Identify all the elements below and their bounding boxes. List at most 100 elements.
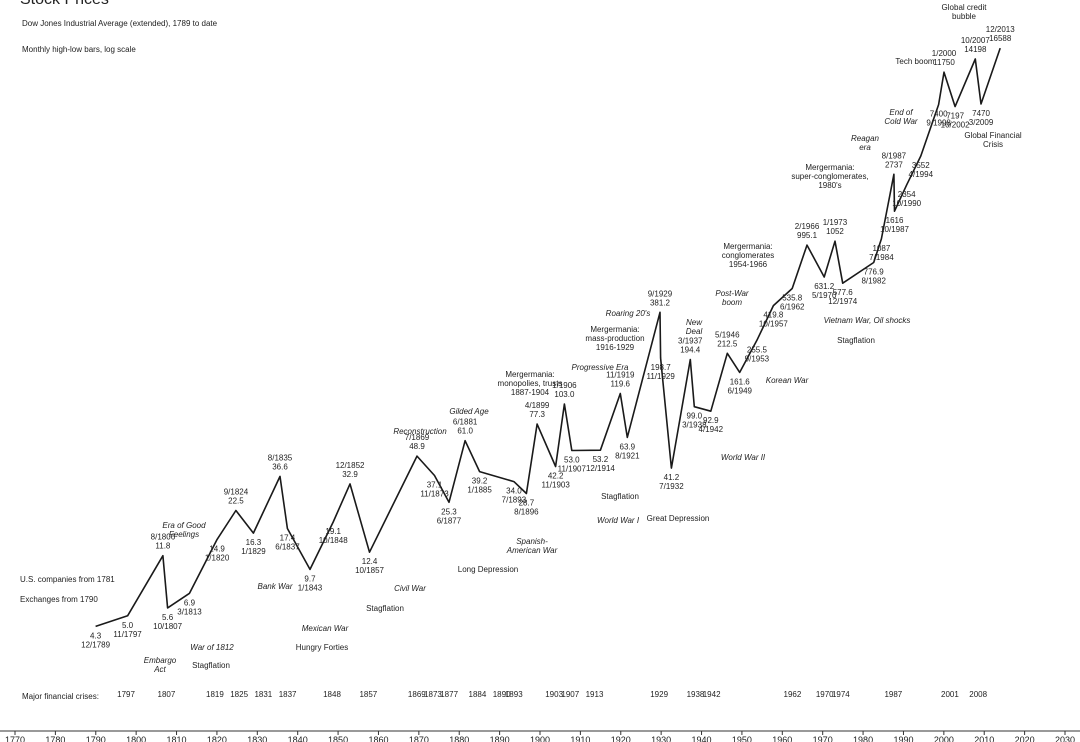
x-tick-label: 1960 [772, 735, 792, 742]
annotation: Spanish- American War [506, 537, 558, 555]
point-date: 9/1998 [926, 119, 951, 128]
crisis-year: 1942 [703, 690, 721, 699]
point-value: 16588 [989, 34, 1012, 43]
point-value: 77.3 [529, 410, 545, 419]
annotation: Mergermania: monopolies, trusts 1887-190… [497, 370, 563, 397]
crisis-year: 1848 [323, 690, 341, 699]
crisis-year: 1903 [545, 690, 563, 699]
point-value: 61.0 [457, 427, 473, 436]
annotation: Reagan era [850, 134, 880, 152]
annotation: Korean War [765, 376, 809, 385]
point-value: 92.9 [703, 416, 719, 425]
point-date: 1/1973 [823, 218, 848, 227]
x-tick-label: 1850 [328, 735, 348, 742]
point-date: 2/1966 [795, 222, 820, 231]
point-value: 7400 [930, 110, 948, 119]
crisis-year: 1987 [884, 690, 902, 699]
point-date: 12/2013 [986, 25, 1015, 34]
annotation: Stagflation [366, 604, 404, 613]
x-tick-label: 1980 [853, 735, 873, 742]
point-date: 6/1877 [437, 516, 462, 525]
point-date: 9/1929 [648, 289, 673, 298]
point-value: 11.8 [155, 542, 171, 551]
crisis-year: 1962 [784, 690, 802, 699]
point-date: 11/1873 [420, 489, 449, 498]
x-tick-label: 1920 [611, 735, 631, 742]
x-tick-label: 1840 [288, 735, 308, 742]
point-value: 2354 [898, 190, 916, 199]
point-date: 10/1990 [892, 199, 921, 208]
annotation: World War I [596, 516, 640, 525]
point-date: 4/1994 [909, 170, 934, 179]
annotation: Reconstruction [393, 427, 447, 436]
point-value: 41.2 [664, 473, 680, 482]
point-value: 1616 [886, 216, 904, 225]
point-value: 776.9 [864, 267, 885, 276]
annotation: Mergermania: conglomerates 1954-1966 [721, 242, 775, 269]
annotation: Civil War [394, 584, 426, 593]
point-date: 10/1848 [319, 536, 348, 545]
point-date: 6/1949 [728, 386, 753, 395]
annotation: New Deal [685, 318, 703, 336]
x-tick-label: 1800 [126, 735, 146, 742]
annotation: End of Cold War [884, 108, 918, 126]
annotation: Era of Good Feelings [162, 521, 206, 539]
annotation: Great Depression [646, 514, 710, 523]
point-date: 6/1962 [780, 302, 805, 311]
subtitle: Dow Jones Industrial Average (extended),… [22, 19, 218, 28]
x-tick-label: 1880 [449, 735, 469, 742]
crisis-year: 1907 [561, 690, 579, 699]
point-value: 2737 [885, 160, 903, 169]
point-date: 10/1807 [153, 622, 182, 631]
point-value: 419.8 [763, 311, 784, 320]
point-date: 4/1899 [525, 401, 550, 410]
x-tick-label: 1830 [247, 735, 267, 742]
point-value: 9.7 [304, 574, 316, 583]
point-value: 577.6 [833, 288, 854, 297]
annotation: Long Depression [457, 565, 519, 574]
annotation: Progressive Era [571, 363, 629, 372]
point-value: 212.5 [717, 339, 738, 348]
crisis-year: 1797 [117, 690, 135, 699]
x-tick-label: 1860 [368, 735, 388, 742]
annotation: Mergermania: super-conglomerates, 1980's [791, 163, 869, 190]
point-value: 16.3 [246, 538, 262, 547]
point-value: 103.0 [554, 390, 575, 399]
point-date: 5/1946 [715, 330, 740, 339]
note: Monthly high-low bars, log scale [22, 45, 136, 54]
annotation: Stagflation [601, 492, 639, 501]
point-date: 12/1789 [81, 640, 110, 649]
point-value: 161.6 [730, 377, 751, 386]
annotation: Gilded Age [449, 407, 489, 416]
point-date: 11/1903 [541, 480, 570, 489]
crisis-year: 1974 [832, 690, 850, 699]
crisis-year: 2001 [941, 690, 959, 699]
point-date: 12/1914 [586, 464, 615, 473]
point-value: 53.0 [564, 456, 580, 465]
crisis-year: 1869 [408, 690, 426, 699]
price-line [95, 47, 1001, 628]
crisis-year: 1819 [206, 690, 224, 699]
annotation: War of 1812 [190, 643, 234, 652]
side-note: U.S. companies from 1781 [20, 575, 115, 584]
point-value: 119.6 [611, 380, 631, 389]
annotation: Stagflation [192, 661, 230, 670]
point-date: 3/1813 [177, 607, 202, 616]
point-date: 8/1896 [514, 507, 539, 516]
point-date: 3/2009 [969, 118, 994, 127]
point-value: 11750 [933, 58, 955, 67]
point-value: 42.2 [548, 471, 564, 480]
point-date: 8/1982 [861, 276, 886, 285]
point-value: 36.6 [272, 462, 288, 471]
point-value: 63.9 [620, 442, 636, 451]
point-date: 11/1929 [646, 372, 675, 381]
point-date: 6/1881 [453, 418, 478, 427]
x-tick-label: 1990 [893, 735, 913, 742]
point-value: 39.2 [472, 477, 488, 486]
point-date: 12/1852 [336, 461, 365, 470]
x-tick-label: 2020 [1015, 735, 1035, 742]
point-date: 11/1919 [606, 371, 635, 380]
point-date: 3/1938 [682, 421, 707, 430]
x-tick-label: 2030 [1055, 735, 1075, 742]
